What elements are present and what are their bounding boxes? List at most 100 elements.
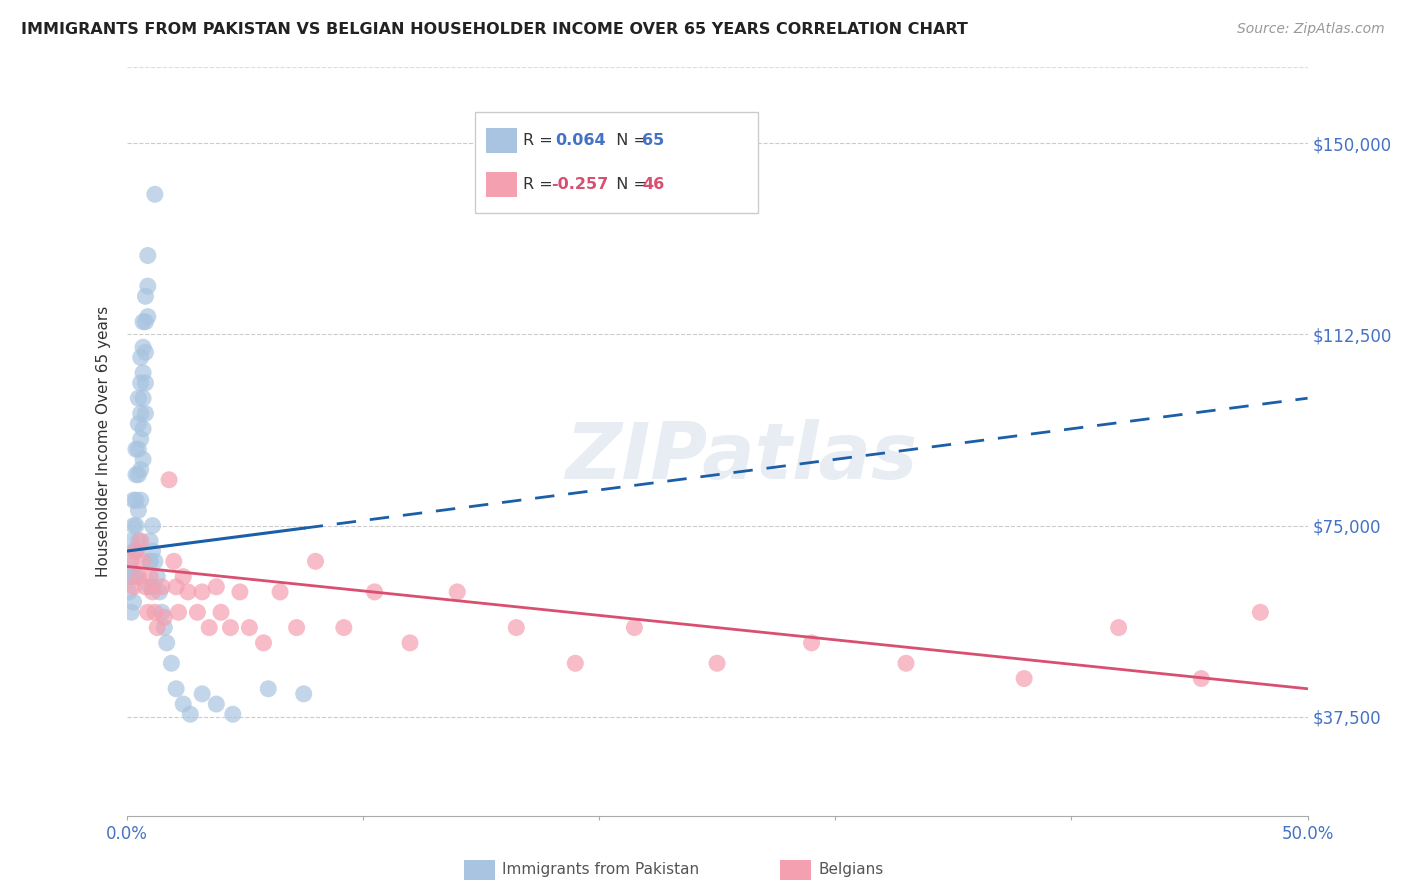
Point [252, 636, 274, 650]
Point [129, 462, 152, 476]
Point [167, 605, 190, 619]
Point [136, 248, 159, 262]
Point [125, 467, 148, 482]
Point [127, 533, 149, 548]
Point [153, 621, 176, 635]
Text: 65: 65 [643, 133, 665, 148]
Point [304, 554, 326, 568]
Point [118, 559, 141, 574]
Point [800, 636, 823, 650]
Point [229, 585, 252, 599]
Point [269, 585, 291, 599]
Point [132, 315, 155, 329]
Point [141, 580, 163, 594]
Point [122, 544, 145, 558]
Point [132, 452, 155, 467]
Point [127, 467, 149, 482]
Point [122, 518, 145, 533]
Point [165, 681, 187, 696]
Point [141, 544, 163, 558]
Point [127, 417, 149, 431]
Point [134, 315, 156, 329]
Point [165, 580, 187, 594]
Text: 0.064: 0.064 [555, 133, 606, 148]
Point [143, 554, 166, 568]
Point [139, 533, 162, 548]
Point [150, 580, 173, 594]
Point [186, 605, 208, 619]
Point [127, 569, 149, 583]
Point [118, 585, 141, 599]
Point [564, 657, 586, 671]
Point [129, 351, 152, 365]
Point [122, 569, 145, 583]
Point [122, 493, 145, 508]
Point [132, 340, 155, 354]
Point [238, 621, 260, 635]
Point [132, 422, 155, 436]
Point [129, 432, 152, 446]
Text: Source: ZipAtlas.com: Source: ZipAtlas.com [1237, 22, 1385, 37]
Point [894, 657, 917, 671]
Point [1108, 621, 1130, 635]
Point [127, 391, 149, 405]
Point [179, 707, 201, 722]
Point [219, 621, 242, 635]
Point [153, 610, 176, 624]
Point [125, 518, 148, 533]
Point [149, 585, 172, 599]
Point [150, 605, 173, 619]
Point [146, 621, 169, 635]
Text: Immigrants from Pakistan: Immigrants from Pakistan [502, 863, 699, 877]
Point [257, 681, 280, 696]
Text: 46: 46 [643, 178, 665, 192]
Point [125, 544, 148, 558]
Point [134, 407, 156, 421]
Point [129, 533, 152, 548]
Point [446, 585, 468, 599]
Point [209, 605, 232, 619]
Point [191, 585, 214, 599]
Point [172, 697, 194, 711]
Text: N =: N = [606, 133, 652, 148]
Point [160, 657, 183, 671]
Point [134, 580, 156, 594]
Point [127, 442, 149, 457]
Point [136, 310, 159, 324]
Point [139, 554, 162, 568]
Text: Belgians: Belgians [818, 863, 883, 877]
Point [363, 585, 385, 599]
Point [139, 580, 162, 594]
Point [205, 697, 228, 711]
Point [623, 621, 645, 635]
Point [125, 544, 148, 558]
Point [177, 585, 200, 599]
Point [125, 493, 148, 508]
Point [132, 366, 155, 380]
Point [156, 636, 179, 650]
Text: ZIPatlas: ZIPatlas [565, 418, 917, 494]
Point [129, 376, 152, 390]
Point [399, 636, 422, 650]
Y-axis label: Householder Income Over 65 years: Householder Income Over 65 years [96, 306, 111, 577]
Point [134, 289, 156, 303]
Text: N =: N = [606, 178, 652, 192]
Text: -0.257: -0.257 [551, 178, 609, 192]
Point [120, 533, 142, 548]
Point [139, 554, 162, 568]
Point [136, 279, 159, 293]
Point [706, 657, 728, 671]
Point [122, 595, 145, 609]
Point [143, 605, 166, 619]
Point [205, 580, 228, 594]
Point [292, 687, 315, 701]
Point [333, 621, 356, 635]
Point [136, 605, 159, 619]
Point [134, 345, 156, 359]
Text: R =: R = [523, 133, 562, 148]
Point [505, 621, 527, 635]
Point [141, 585, 163, 599]
Point [146, 569, 169, 583]
Point [125, 442, 148, 457]
Point [141, 518, 163, 533]
